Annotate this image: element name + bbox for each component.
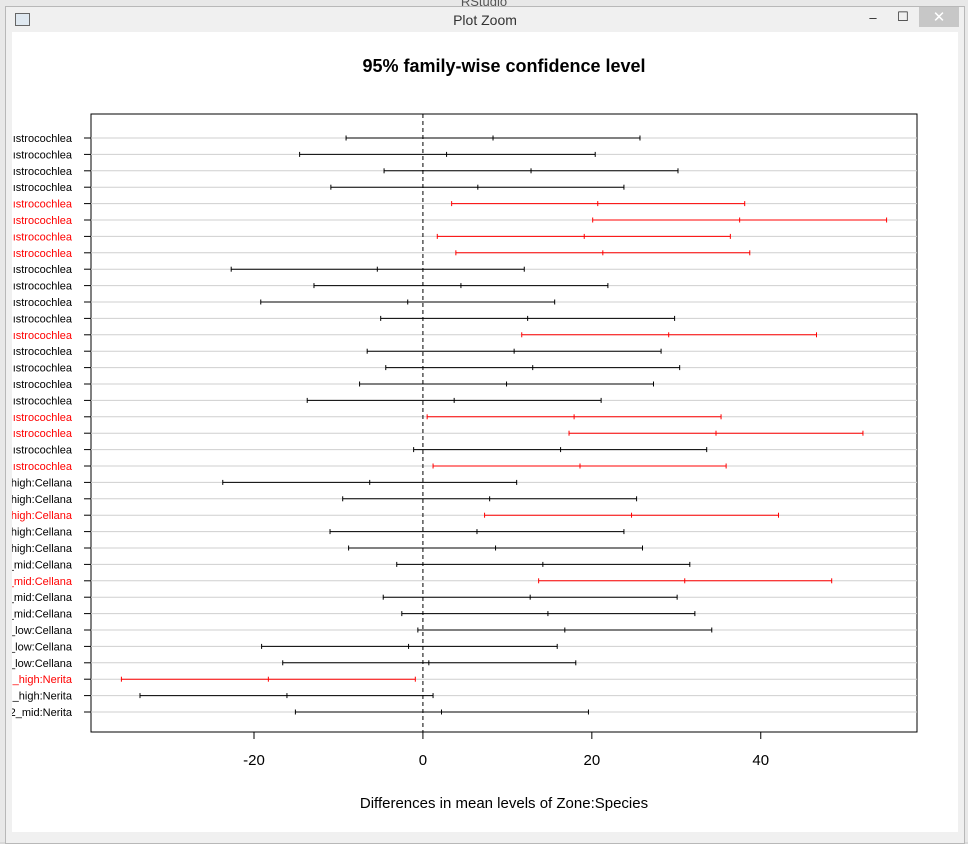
y-tick-label: ıstrocochlea	[13, 428, 73, 440]
y-tick-label: ıstrocochlea	[13, 248, 73, 260]
y-tick-label: ıstrocochlea	[13, 133, 73, 145]
y-tick-label: _mid:Cellana	[12, 592, 73, 604]
x-tick-label: -20	[243, 752, 265, 769]
y-tick-label: _high:Nerita	[12, 674, 73, 686]
y-tick-label: _mid:Cellana	[12, 576, 73, 588]
y-tick-label: _low:Cellana	[12, 641, 73, 653]
y-tick-label: ıstrocochlea	[13, 281, 73, 293]
y-tick-label: ıstrocochlea	[13, 297, 73, 309]
y-tick-label: high:Cellana	[12, 543, 73, 555]
maximize-button[interactable]: ☐	[897, 9, 909, 24]
y-tick-label: ıstrocochlea	[13, 412, 73, 424]
window-title: Plot Zoom	[453, 12, 517, 28]
y-tick-label: high:Cellana	[12, 510, 73, 522]
y-tick-label: ıstrocochlea	[13, 264, 73, 276]
y-tick-label: ıstrocochlea	[13, 461, 73, 473]
y-tick-label: 2_mid:Nerita	[12, 707, 73, 719]
y-tick-label: _high:Nerita	[12, 691, 73, 703]
y-tick-label: _mid:Cellana	[12, 559, 73, 571]
y-tick-label: _low:Cellana	[12, 625, 73, 637]
y-tick-label: ıstrocochlea	[13, 231, 73, 243]
y-tick-label: ıstrocochlea	[13, 445, 73, 457]
plot-frame	[90, 113, 918, 733]
chart-title: 95% family-wise confidence level	[362, 56, 645, 76]
y-tick-label: ıstrocochlea	[13, 395, 73, 407]
app-icon	[15, 13, 30, 26]
y-tick-label: ıstrocochlea	[13, 199, 73, 211]
y-tick-label: _mid:Cellana	[12, 609, 73, 621]
y-tick-label: ıstrocochlea	[13, 149, 73, 161]
tukey-hsd-plot: 95% family-wise confidence level Differe…	[7, 56, 918, 812]
y-tick-label: high:Cellana	[12, 527, 73, 539]
y-tick-label: high:Cellana	[12, 494, 73, 506]
x-tick-label: 40	[752, 752, 769, 769]
y-tick-label: ıstrocochlea	[13, 379, 73, 391]
y-tick-label: _low:Cellana	[12, 658, 73, 670]
y-tick-label: ıstrocochlea	[13, 363, 73, 375]
y-tick-label: ıstrocochlea	[13, 330, 73, 342]
y-tick-label: high:Cellana	[12, 477, 73, 489]
close-button[interactable]: ✕	[919, 7, 959, 27]
y-tick-label: ıstrocochlea	[13, 182, 73, 194]
rstudio-title: RStudio	[460, 0, 508, 9]
y-tick-label: ıstrocochlea	[13, 313, 73, 325]
plot-canvas: 95% family-wise confidence level Differe…	[7, 32, 958, 832]
minimize-button[interactable]: –	[869, 9, 877, 25]
x-axis-label: Differences in mean levels of Zone:Speci…	[360, 795, 648, 812]
x-tick-label: 0	[419, 752, 427, 769]
y-tick-label: ıstrocochlea	[13, 215, 73, 227]
x-tick-label: 20	[583, 752, 600, 769]
y-tick-label: ıstrocochlea	[13, 166, 73, 178]
title-bar[interactable]: Plot Zoom – ☐ ✕	[6, 7, 964, 33]
y-tick-label: ıstrocochlea	[13, 346, 73, 358]
